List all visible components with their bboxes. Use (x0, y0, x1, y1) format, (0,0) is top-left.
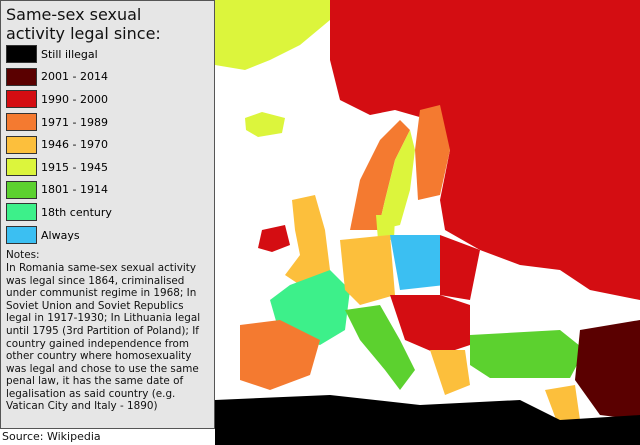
legend-title: Same-sex sexual activity legal since: (6, 5, 209, 43)
legend-label: Always (41, 228, 80, 242)
note-line: under communist regime in 1968; In (6, 287, 197, 300)
legend-item: Still illegal (6, 43, 209, 66)
note-line: country gained independence from (6, 337, 189, 350)
norway (350, 120, 410, 230)
legend-swatch (6, 158, 37, 177)
north-africa (215, 395, 640, 445)
note-line: was legal and chose to use the same (6, 362, 199, 375)
note-line: Notes: (6, 249, 40, 262)
middle-east (575, 320, 640, 420)
note-line: legalisation as said country (e.g. (6, 387, 176, 400)
title-line: activity legal since: (6, 24, 161, 43)
legend-item: Always (6, 224, 209, 247)
denmark (376, 215, 395, 240)
legend-item: 2001 - 2014 (6, 66, 209, 89)
greenland (215, 0, 330, 70)
legend-swatch (6, 180, 37, 199)
note-line: until 1795 (3rd Partition of Poland); If (6, 324, 199, 337)
legend-swatch (6, 113, 37, 132)
legend-item: 1915 - 1945 (6, 156, 209, 179)
legend-swatch (6, 67, 37, 86)
source: Source: Wikipedia (2, 430, 101, 443)
legend-swatch (6, 226, 37, 245)
legend-item: 1971 - 1989 (6, 111, 209, 134)
note-line: Soviet Union and Soviet Republics (6, 299, 184, 312)
iceland (245, 112, 285, 137)
ireland (258, 225, 290, 252)
sweden (378, 130, 415, 230)
legend-items: Still illegal 2001 - 2014 1990 - 2000 1971 … (6, 43, 209, 246)
note-line: penal law, it has the same date of (6, 375, 184, 388)
turkey (470, 330, 585, 378)
legend-item: 1990 - 2000 (6, 88, 209, 111)
title-line: Same-sex sexual (6, 5, 142, 24)
legend-item: 18th century (6, 201, 209, 224)
poland (390, 235, 445, 290)
legend-label: Still illegal (41, 47, 98, 61)
note-line: legal in 1917-1930; In Lithuania legal (6, 312, 201, 325)
belarus-ukraine (440, 235, 480, 300)
germany (340, 235, 395, 305)
note-line: Vatican City and Italy - 1890) (6, 400, 158, 413)
legend-label: 2001 - 2014 (41, 70, 108, 84)
legend-swatch (6, 90, 37, 109)
note-line: In Romania same-sex sexual activity (6, 261, 197, 274)
finland (415, 105, 450, 200)
legend-label: 18th century (41, 205, 112, 219)
iberia (240, 320, 320, 390)
legend-label: 1915 - 1945 (41, 160, 108, 174)
greece (430, 350, 470, 395)
legend-swatch (6, 45, 37, 64)
italy (345, 305, 415, 390)
legend-swatch (6, 135, 37, 154)
notes: Notes: In Romania same-sex sexual activit… (6, 249, 209, 413)
legend-label: 1946 - 1970 (41, 138, 108, 152)
legend-label: 1971 - 1989 (41, 115, 108, 129)
note-line: other country where homosexuality (6, 350, 192, 363)
israel (545, 385, 580, 430)
legend-swatch (6, 203, 37, 222)
uk (285, 195, 330, 285)
legend-item: 1946 - 1970 (6, 133, 209, 156)
russia (330, 0, 640, 300)
legend-label: 1990 - 2000 (41, 92, 108, 106)
legend-label: 1801 - 1914 (41, 183, 108, 197)
balkans (390, 295, 470, 355)
legend-item: 1801 - 1914 (6, 179, 209, 202)
legend-panel: Same-sex sexual activity legal since: St… (0, 0, 215, 429)
note-line: was legal since 1864, criminalised (6, 274, 185, 287)
